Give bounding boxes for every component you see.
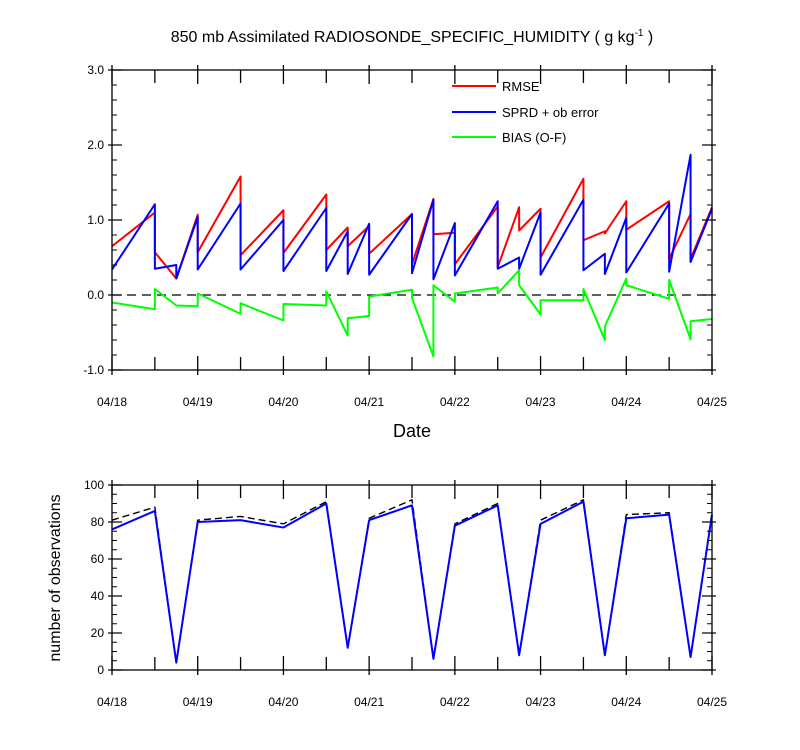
legend: RMSE SPRD + ob error BIAS (O-F) [452, 79, 599, 145]
top-x-tick-label: 04/23 [526, 395, 556, 409]
bottom-y-tick-label: 80 [91, 515, 105, 529]
legend-label-2: BIAS (O-F) [502, 130, 566, 145]
top-y-tick-label: -1.0 [83, 363, 104, 377]
chart-title: 850 mb Assimilated RADIOSONDE_SPECIFIC_H… [171, 28, 654, 46]
series-line-bias [111, 269, 713, 358]
legend-label-1: SPRD + ob error [502, 105, 599, 120]
bottom-x-tick-label: 04/23 [526, 695, 556, 709]
series-line-sprd [111, 153, 713, 281]
bottom-x-tick-label: 04/19 [183, 695, 213, 709]
bottom-x-tick-label: 04/25 [697, 695, 727, 709]
top-x-tick-label: 04/18 [97, 395, 127, 409]
top-x-tick-label: 04/25 [697, 395, 727, 409]
bottom-y-tick-label: 0 [97, 663, 104, 677]
top-series-group [111, 153, 713, 358]
bottom-x-tick-label: 04/22 [440, 695, 470, 709]
top-y-tick-label: 3.0 [87, 63, 104, 77]
x-axis-label: Date [393, 421, 431, 441]
top-x-tick-label: 04/20 [268, 395, 298, 409]
series-line-obs-used [111, 500, 713, 664]
bottom-y-tick-label: 60 [91, 552, 105, 566]
bottom-x-tick-label: 04/24 [611, 695, 641, 709]
y-axis-label-observations: number of observations [47, 494, 64, 661]
bottom-y-tick-label: 40 [91, 589, 105, 603]
bottom-y-tick-label: 100 [84, 478, 104, 492]
bottom-plot: 0 20 40 60 80 100 04/18 04/19 04/20 04/21 04/22 04/… [84, 478, 727, 709]
bottom-y-tick-label: 20 [91, 626, 105, 640]
top-axes: -1.0 0.0 1.0 2.0 3.0 04/18 04/19 04/20 04/21 04/2… [83, 63, 727, 409]
top-y-tick-label: 2.0 [87, 138, 104, 152]
bottom-series-group [111, 499, 713, 664]
bottom-x-tick-label: 04/18 [97, 695, 127, 709]
bottom-x-tick-label: 04/20 [268, 695, 298, 709]
top-x-tick-label: 04/22 [440, 395, 470, 409]
top-plot: -1.0 0.0 1.0 2.0 3.0 04/18 04/19 04/20 04/21 04/2… [83, 63, 727, 409]
bottom-axes: 0 20 40 60 80 100 04/18 04/19 04/20 04/21 04/22 04/… [84, 478, 727, 709]
top-y-tick-label: 1.0 [87, 213, 104, 227]
series-line-obs-possible [111, 499, 713, 664]
bottom-x-tick-label: 04/21 [354, 695, 384, 709]
top-x-tick-label: 04/19 [183, 395, 213, 409]
bottom-plot-frame [111, 484, 713, 671]
top-x-tick-label: 04/24 [611, 395, 641, 409]
legend-label-0: RMSE [502, 79, 540, 94]
top-x-tick-label: 04/21 [354, 395, 384, 409]
top-y-tick-label: 0.0 [87, 288, 104, 302]
